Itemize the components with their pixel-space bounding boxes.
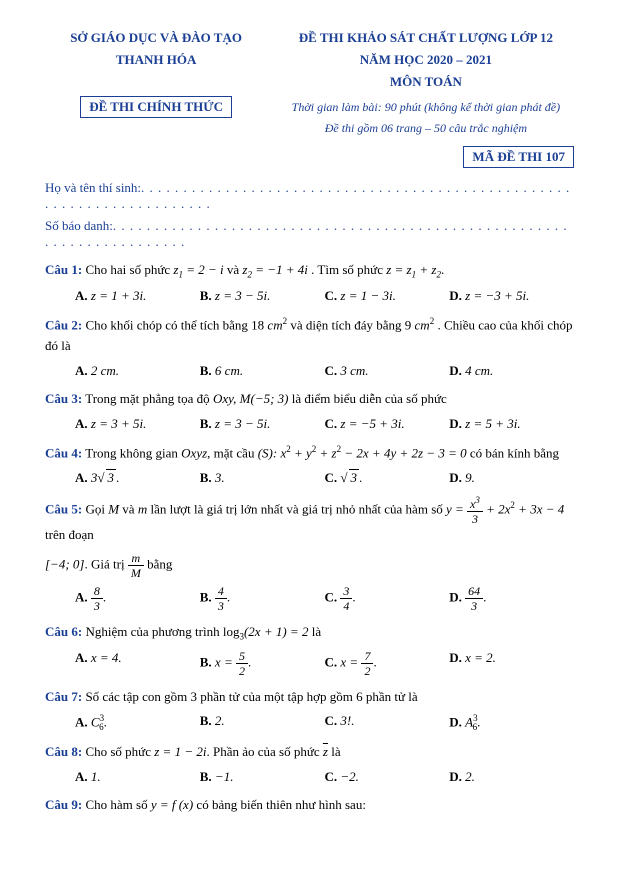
q4-opt-c: C. √3. — [325, 470, 450, 486]
q1-t1: Cho hai số phức — [82, 262, 173, 277]
q3-opt-c: C. z = −5 + 3i. — [325, 416, 450, 432]
official-box: ĐỀ THI CHÍNH THỨC — [80, 96, 232, 118]
q1-opt-c: C. z = 1 − 3i. — [325, 288, 450, 304]
la: A. — [75, 288, 88, 303]
q2-cm2: cm — [415, 317, 430, 332]
exam-code-row: MÃ ĐỀ THI 107 — [45, 146, 574, 168]
exam-header: SỞ GIÁO DỤC VÀ ĐÀO TẠO THANH HÓA ĐỀ THI … — [45, 30, 574, 136]
header-left: SỞ GIÁO DỤC VÀ ĐÀO TẠO THANH HÓA ĐỀ THI … — [45, 30, 267, 136]
q5-opt-a: A. 83. — [75, 585, 200, 612]
question-7: Câu 7: Số các tập con gồm 3 phần tử của … — [45, 687, 574, 708]
q3-opt-b: B. z = 3 − 5i. — [200, 416, 325, 432]
q7-options: A. C36. B. 2. C. 3!. D. A36. — [75, 713, 574, 732]
q7-opt-a: A. C36. — [75, 713, 200, 732]
q7-opt-b: B. 2. — [200, 713, 325, 732]
q1-dot: . — [441, 262, 444, 277]
q2-options: A. 2 cm. B. 6 cm. C. 3 cm. D. 4 cm. — [75, 363, 574, 379]
q6-options: A. x = 4. B. x = 52. C. x = 72. D. x = 2… — [75, 650, 574, 677]
q2-opt-b: B. 6 cm. — [200, 363, 325, 379]
student-id-field: Số báo danh:. . . . . . . . . . . . . . … — [45, 218, 574, 250]
q5-opt-b: B. 43. — [200, 585, 325, 612]
ld: D. — [449, 288, 462, 303]
q1-opt-d: D. z = −3 + 5i. — [449, 288, 574, 304]
q2-num: Câu 2: — [45, 317, 82, 332]
q8-opt-d: D. 2. — [449, 769, 574, 785]
q2-opt-c: C. 3 cm. — [325, 363, 450, 379]
q1-opt-a: A. z = 1 + 3i. — [75, 288, 200, 304]
q5-options: A. 83. B. 43. C. 34. D. 643. — [75, 585, 574, 612]
department-line2: THANH HÓA — [45, 52, 267, 68]
lc: C. — [325, 288, 338, 303]
question-2: Câu 2: Cho khối chóp có thể tích bằng 18… — [45, 314, 574, 357]
q7-opt-c: C. 3!. — [325, 713, 450, 732]
q1-mid: . Tìm số phức — [308, 262, 386, 277]
q8-opt-a: A. 1. — [75, 769, 200, 785]
exam-title-2: NĂM HỌC 2020 – 2021 — [278, 52, 574, 68]
header-right: ĐỀ THI KHẢO SÁT CHẤT LƯỢNG LỚP 12 NĂM HỌ… — [278, 30, 574, 136]
question-8: Câu 8: Cho số phức z = 1 − 2i. Phần ảo c… — [45, 742, 574, 763]
q8-opt-c: C. −2. — [325, 769, 450, 785]
q6-opt-b: B. x = 52. — [200, 650, 325, 677]
q2-opt-a: A. 2 cm. — [75, 363, 200, 379]
q1-e1: = 2 − i — [183, 262, 224, 277]
official-box-wrap: ĐỀ THI CHÍNH THỨC — [45, 96, 267, 118]
q6-opt-d: D. x = 2. — [449, 650, 574, 677]
q2-opt-d: D. 4 cm. — [449, 363, 574, 379]
q1-d: z = −3 + 5i. — [465, 288, 529, 303]
q7-opt-d: D. A36. — [449, 713, 574, 732]
q1-e2: = −1 + 4i — [252, 262, 308, 277]
q6-opt-a: A. x = 4. — [75, 650, 200, 677]
id-label: Số báo danh: — [45, 218, 113, 233]
id-dots: . . . . . . . . . . . . . . . . . . . . … — [45, 218, 568, 249]
q1-options: A. z = 1 + 3i. B. z = 3 − 5i. C. z = 1 −… — [75, 288, 574, 304]
question-6: Câu 6: Nghiệm của phương trình log3(2x +… — [45, 622, 574, 644]
q3-opt-d: D. z = 5 + 3i. — [449, 416, 574, 432]
exam-title-1: ĐỀ THI KHẢO SÁT CHẤT LƯỢNG LỚP 12 — [278, 30, 574, 46]
exam-pages: Đề thi gồm 06 trang – 50 câu trắc nghiệm — [278, 121, 574, 136]
exam-code-box: MÃ ĐỀ THI 107 — [463, 146, 574, 168]
question-5b: [−4; 0]. Giá trị mM bằng — [45, 552, 574, 579]
q8-options: A. 1. B. −1. C. −2. D. 2. — [75, 769, 574, 785]
q1-opt-b: B. z = 3 − 5i. — [200, 288, 325, 304]
question-9: Câu 9: Cho hàm số y = f (x) có bảng biến… — [45, 795, 574, 816]
exam-time: Thời gian làm bài: 90 phút (không kể thờ… — [278, 100, 574, 115]
q6-opt-c: C. x = 72. — [325, 650, 450, 677]
q1-zr: z = z — [386, 262, 411, 277]
question-5: Câu 5: Gọi M và m lần lượt là giá trị lớ… — [45, 496, 574, 546]
q3-options: A. z = 3 + 5i. B. z = 3 − 5i. C. z = −5 … — [75, 416, 574, 432]
student-name-field: Họ và tên thí sinh:. . . . . . . . . . .… — [45, 180, 574, 212]
question-3: Câu 3: Trong mặt phẳng tọa độ Oxy, M(−5;… — [45, 389, 574, 410]
q5-opt-c: C. 34. — [325, 585, 450, 612]
q3-opt-a: A. z = 3 + 5i. — [75, 416, 200, 432]
q4-opt-d: D. 9. — [449, 470, 574, 486]
exam-subject: MÔN TOÁN — [278, 74, 574, 90]
q2-cm1: cm — [267, 317, 282, 332]
q4-options: A. 3√3. B. 3. C. √3. D. 9. — [75, 470, 574, 486]
q2-t: Cho khối chóp có thể tích bằng 18 — [82, 317, 267, 332]
q1-b: z = 3 − 5i. — [215, 288, 270, 303]
q1-a: z = 1 + 3i. — [91, 288, 146, 303]
q5-opt-d: D. 643. — [449, 585, 574, 612]
q1-pl: + z — [416, 262, 436, 277]
lb: B. — [200, 288, 212, 303]
q4-opt-b: B. 3. — [200, 470, 325, 486]
question-1: Câu 1: Cho hai số phức z1 = 2 − i và z2 … — [45, 260, 574, 282]
q1-c: z = 1 − 3i. — [340, 288, 395, 303]
department-line1: SỞ GIÁO DỤC VÀ ĐÀO TẠO — [45, 30, 267, 46]
question-4: Câu 4: Trong không gian Oxyz, mặt cầu (S… — [45, 442, 574, 464]
q4-opt-a: A. 3√3. — [75, 470, 200, 486]
name-label: Họ và tên thí sinh: — [45, 180, 141, 195]
q8-opt-b: B. −1. — [200, 769, 325, 785]
q1-num: Câu 1: — [45, 262, 82, 277]
q2-mid: và diện tích đáy bằng 9 — [287, 317, 414, 332]
q1-and: và — [224, 262, 243, 277]
